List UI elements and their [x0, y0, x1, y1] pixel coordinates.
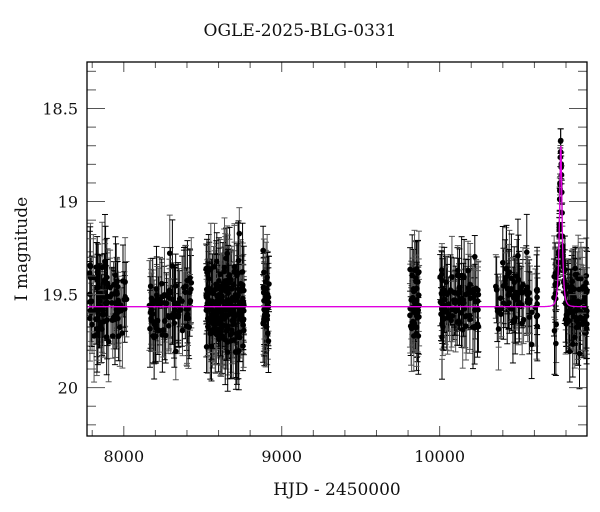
- axis-ticks: [87, 62, 587, 436]
- x-axis-label: HJD - 2450000: [273, 480, 401, 500]
- svg-text:20: 20: [58, 379, 78, 398]
- y-axis-label: I magnitude: [12, 196, 32, 302]
- svg-text:19: 19: [58, 193, 78, 212]
- model-curve: [87, 145, 587, 308]
- svg-text:10000: 10000: [414, 447, 465, 466]
- tick-labels: 8000 9000 10000 18.5 19 19.5 20: [42, 100, 465, 466]
- svg-text:8000: 8000: [103, 447, 144, 466]
- svg-text:9000: 9000: [261, 447, 302, 466]
- error-bars: [86, 128, 590, 392]
- data-points: [87, 137, 590, 357]
- svg-text:18.5: 18.5: [42, 100, 78, 119]
- svg-text:19.5: 19.5: [42, 286, 78, 305]
- plot-frame: [86, 61, 588, 437]
- chart-title: OGLE-2025-BLG-0331: [203, 21, 397, 41]
